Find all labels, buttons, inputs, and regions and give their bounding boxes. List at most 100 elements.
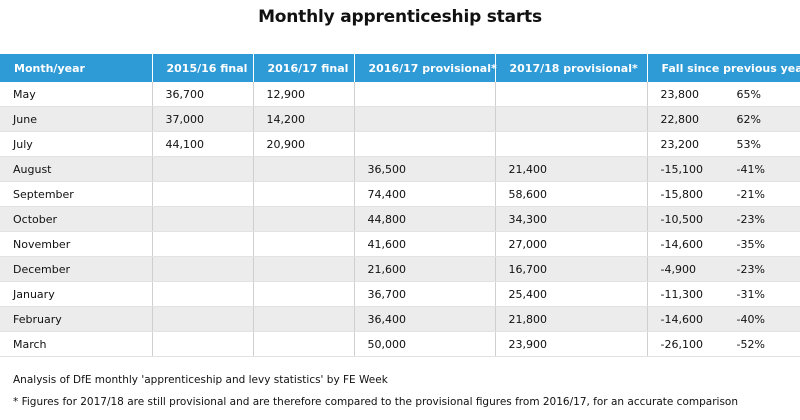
column-header-2016-17-final: 2016/17 final bbox=[252, 54, 354, 82]
fall-percentage-value: -41% bbox=[736, 162, 765, 176]
cell-month: January bbox=[0, 281, 152, 307]
cell-2017-18-provisional: 27,000 bbox=[494, 231, 647, 257]
cell-2016-17-final: 12,900 bbox=[252, 82, 354, 107]
table-row: November 41,600 27,000 -14,600 -35% bbox=[0, 231, 800, 257]
cell-2015-16-final: 37,000 bbox=[151, 106, 253, 132]
cell-month: May bbox=[0, 82, 152, 107]
cell-2015-16-final bbox=[151, 281, 253, 307]
cell-month: July bbox=[0, 131, 152, 157]
column-header-fall-since-previous-year: Fall since previous year bbox=[646, 54, 800, 82]
footnote: * Figures for 2017/18 are still provisio… bbox=[13, 396, 738, 408]
cell-fall-since-previous-year: 22,800 62% bbox=[646, 106, 800, 132]
cell-2017-18-provisional: 23,900 bbox=[494, 331, 647, 357]
fall-absolute-value: -15,100 bbox=[660, 162, 703, 176]
table-row: August 36,500 21,400 -15,100 -41% bbox=[0, 156, 800, 182]
cell-month: November bbox=[0, 231, 152, 257]
cell-2015-16-final bbox=[151, 256, 253, 282]
fall-percentage-value: -52% bbox=[736, 337, 765, 351]
cell-2016-17-provisional: 44,800 bbox=[353, 206, 495, 232]
cell-2016-17-final bbox=[252, 156, 354, 182]
cell-month: March bbox=[0, 331, 152, 357]
cell-2016-17-final bbox=[252, 206, 354, 232]
cell-2015-16-final bbox=[151, 206, 253, 232]
table-row: October 44,800 34,300 -10,500 -23% bbox=[0, 206, 800, 232]
cell-2016-17-final bbox=[252, 181, 354, 207]
cell-2016-17-provisional: 21,600 bbox=[353, 256, 495, 282]
cell-2016-17-provisional bbox=[353, 106, 495, 132]
column-header-2016-17-provisional: 2016/17 provisional* bbox=[353, 54, 497, 82]
cell-2017-18-provisional bbox=[494, 131, 647, 157]
cell-2016-17-final bbox=[252, 306, 354, 332]
cell-2016-17-provisional bbox=[353, 131, 495, 157]
cell-fall-since-previous-year: 23,200 53% bbox=[646, 131, 800, 157]
table-row: July 44,100 20,900 23,200 53% bbox=[0, 131, 800, 157]
fall-absolute-value: 22,800 bbox=[660, 112, 700, 126]
fall-absolute-value: -11,300 bbox=[660, 287, 703, 301]
cell-month: August bbox=[0, 156, 152, 182]
cell-2017-18-provisional: 58,600 bbox=[494, 181, 647, 207]
cell-fall-since-previous-year: -26,100 -52% bbox=[646, 331, 800, 357]
column-header-month-year: Month/year bbox=[0, 54, 152, 82]
cell-fall-since-previous-year: -15,800 -21% bbox=[646, 181, 800, 207]
table-header-row: Month/year 2015/16 final 2016/17 final 2… bbox=[0, 54, 800, 82]
fall-percentage-value: 62% bbox=[736, 112, 761, 126]
cell-2015-16-final bbox=[151, 306, 253, 332]
cell-2017-18-provisional bbox=[494, 106, 647, 132]
cell-2017-18-provisional: 34,300 bbox=[494, 206, 647, 232]
fall-absolute-value: 23,800 bbox=[660, 87, 700, 101]
fall-percentage-value: -35% bbox=[736, 237, 765, 251]
page-title: Monthly apprenticeship starts bbox=[258, 7, 542, 27]
cell-2015-16-final bbox=[151, 231, 253, 257]
cell-2015-16-final bbox=[151, 181, 253, 207]
cell-2016-17-provisional: 36,400 bbox=[353, 306, 495, 332]
cell-fall-since-previous-year: 23,800 65% bbox=[646, 82, 800, 107]
table-row: September 74,400 58,600 -15,800 -21% bbox=[0, 181, 800, 207]
cell-2016-17-provisional: 36,700 bbox=[353, 281, 495, 307]
fall-absolute-value: -14,600 bbox=[660, 237, 703, 251]
cell-2016-17-final: 14,200 bbox=[252, 106, 354, 132]
cell-fall-since-previous-year: -14,600 -35% bbox=[646, 231, 800, 257]
table-row: June 37,000 14,200 22,800 62% bbox=[0, 106, 800, 132]
fall-percentage-value: -31% bbox=[736, 287, 765, 301]
cell-2016-17-final bbox=[252, 256, 354, 282]
cell-fall-since-previous-year: -10,500 -23% bbox=[646, 206, 800, 232]
fall-absolute-value: -14,600 bbox=[660, 312, 703, 326]
cell-2016-17-final: 20,900 bbox=[252, 131, 354, 157]
cell-month: December bbox=[0, 256, 152, 282]
table-row: January 36,700 25,400 -11,300 -31% bbox=[0, 281, 800, 307]
table-row: May 36,700 12,900 23,800 65% bbox=[0, 82, 800, 107]
fall-absolute-value: -4,900 bbox=[660, 262, 696, 276]
cell-2017-18-provisional: 16,700 bbox=[494, 256, 647, 282]
cell-2017-18-provisional: 21,800 bbox=[494, 306, 647, 332]
cell-month: October bbox=[0, 206, 152, 232]
column-header-2017-18-provisional: 2017/18 provisional* bbox=[494, 54, 647, 82]
fall-absolute-value: -26,100 bbox=[660, 337, 703, 351]
source-note: Analysis of DfE monthly 'apprenticeship … bbox=[13, 374, 388, 386]
cell-2015-16-final: 44,100 bbox=[151, 131, 253, 157]
fall-percentage-value: -23% bbox=[736, 262, 765, 276]
apprenticeship-starts-table: Month/year 2015/16 final 2016/17 final 2… bbox=[0, 54, 800, 357]
fall-percentage-value: -23% bbox=[736, 212, 765, 226]
cell-2016-17-provisional: 50,000 bbox=[353, 331, 495, 357]
cell-2016-17-provisional: 41,600 bbox=[353, 231, 495, 257]
cell-fall-since-previous-year: -11,300 -31% bbox=[646, 281, 800, 307]
cell-2016-17-provisional: 74,400 bbox=[353, 181, 495, 207]
cell-month: February bbox=[0, 306, 152, 332]
cell-month: September bbox=[0, 181, 152, 207]
table-row: March 50,000 23,900 -26,100 -52% bbox=[0, 331, 800, 357]
cell-2015-16-final: 36,700 bbox=[151, 82, 253, 107]
table-row: February 36,400 21,800 -14,600 -40% bbox=[0, 306, 800, 332]
column-header-2015-16-final: 2015/16 final bbox=[151, 54, 253, 82]
fall-absolute-value: -15,800 bbox=[660, 187, 703, 201]
fall-absolute-value: -10,500 bbox=[660, 212, 703, 226]
cell-fall-since-previous-year: -14,600 -40% bbox=[646, 306, 800, 332]
cell-2015-16-final bbox=[151, 156, 253, 182]
cell-2017-18-provisional: 25,400 bbox=[494, 281, 647, 307]
cell-fall-since-previous-year: -4,900 -23% bbox=[646, 256, 800, 282]
cell-fall-since-previous-year: -15,100 -41% bbox=[646, 156, 800, 182]
table-row: December 21,600 16,700 -4,900 -23% bbox=[0, 256, 800, 282]
fall-percentage-value: -21% bbox=[736, 187, 765, 201]
cell-2016-17-final bbox=[252, 281, 354, 307]
cell-2016-17-final bbox=[252, 331, 354, 357]
fall-percentage-value: 53% bbox=[736, 137, 761, 151]
